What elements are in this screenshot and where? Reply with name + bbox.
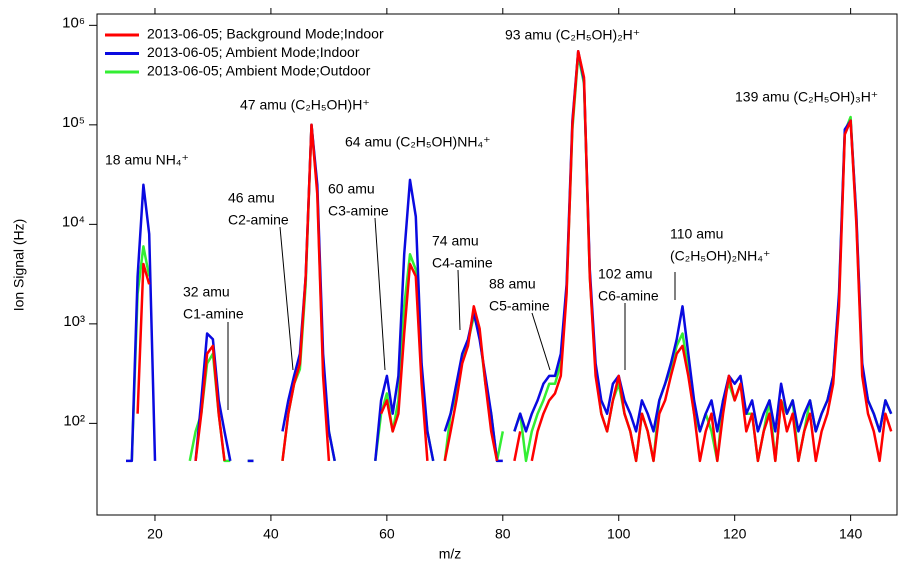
annotation: 46 amu [228, 190, 275, 206]
y-tick-label: 10³ [63, 313, 85, 330]
annotation-leader [374, 217, 386, 371]
x-tick-label: 60 [379, 526, 395, 542]
annotation: C4-amine [432, 255, 493, 271]
annotation: 64 amu (C₂H₅OH)NH₄⁺ [345, 134, 491, 150]
annotation: (C₂H₅OH)₂NH₄⁺ [670, 248, 770, 264]
plot-frame [96, 13, 898, 516]
annotation: 139 amu (C₂H₅OH)₃H⁺ [735, 89, 878, 105]
annotation: 47 amu (C₂H₅OH)H⁺ [240, 97, 370, 113]
legend-label: 2013-06-05; Ambient Mode;Outdoor [147, 63, 371, 79]
x-tick-label: 100 [607, 526, 631, 542]
y-tick-label: 10² [63, 412, 85, 429]
annotation-leader [531, 312, 551, 371]
annotation: C2-amine [228, 212, 289, 228]
legend-label: 2013-06-05; Ambient Mode;Indoor [147, 44, 360, 60]
annotation: C5-amine [489, 298, 550, 314]
annotation-leader [279, 226, 294, 371]
annotation: 93 amu (C₂H₅OH)₂H⁺ [505, 27, 640, 43]
x-tick-label: 120 [723, 526, 747, 542]
annotation: 110 amu [670, 226, 723, 242]
y-tick-label: 10⁶ [62, 14, 85, 31]
series-line [130, 54, 893, 463]
x-tick-label: 20 [147, 526, 163, 542]
annotation: 32 amu [183, 284, 230, 300]
x-tick-label: 140 [839, 526, 863, 542]
annotation: 88 amu [489, 276, 536, 292]
x-axis-label: m/z [439, 546, 462, 562]
y-tick-label: 10⁴ [62, 213, 85, 230]
annotation: 18 amu NH₄⁺ [105, 152, 189, 168]
x-tick-label: 80 [495, 526, 511, 542]
annotation: C1-amine [183, 306, 244, 322]
y-axis-label: Ion Signal (Hz) [11, 219, 27, 312]
legend-label: 2013-06-05; Background Mode;Indoor [147, 26, 384, 42]
annotation: 60 amu [328, 181, 375, 197]
y-tick-label: 10⁵ [62, 114, 85, 131]
annotation: 74 amu [432, 233, 479, 249]
annotation-leader [457, 269, 461, 331]
annotation: 102 amu [598, 266, 652, 282]
annotation: C3-amine [328, 203, 389, 219]
x-tick-label: 40 [263, 526, 279, 542]
series-line [136, 49, 893, 463]
annotation: C6-amine [598, 288, 659, 304]
